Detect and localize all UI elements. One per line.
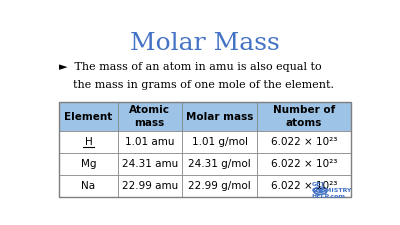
Text: 22.99 amu: 22.99 amu: [122, 181, 178, 191]
Text: Molar Mass: Molar Mass: [130, 32, 280, 55]
Text: Element: Element: [64, 112, 112, 122]
Text: the mass in grams of one mole of the element.: the mass in grams of one mole of the ele…: [59, 80, 334, 90]
Text: Number of
atoms: Number of atoms: [273, 105, 335, 128]
Text: ►  The mass of an atom in amu is also equal to: ► The mass of an atom in amu is also equ…: [59, 62, 322, 72]
Text: GET
CHEMISTRY
HELP.com: GET CHEMISTRY HELP.com: [312, 182, 352, 198]
Text: Molar mass: Molar mass: [186, 112, 253, 122]
Text: 6.022 × 10²³: 6.022 × 10²³: [271, 181, 337, 191]
Text: 1.01 amu: 1.01 amu: [125, 137, 174, 147]
Text: Na: Na: [81, 181, 96, 191]
Text: Atomic
mass: Atomic mass: [129, 105, 170, 128]
Text: 24.31 g/mol: 24.31 g/mol: [188, 159, 251, 169]
Text: 6.022 × 10²³: 6.022 × 10²³: [271, 137, 337, 147]
Text: 6.022 × 10²³: 6.022 × 10²³: [271, 159, 337, 169]
Text: 1.01 g/mol: 1.01 g/mol: [192, 137, 248, 147]
Text: H: H: [84, 137, 92, 147]
Text: 24.31 amu: 24.31 amu: [122, 159, 178, 169]
Circle shape: [319, 190, 322, 191]
Text: Mg: Mg: [81, 159, 96, 169]
Text: 22.99 g/mol: 22.99 g/mol: [188, 181, 251, 191]
